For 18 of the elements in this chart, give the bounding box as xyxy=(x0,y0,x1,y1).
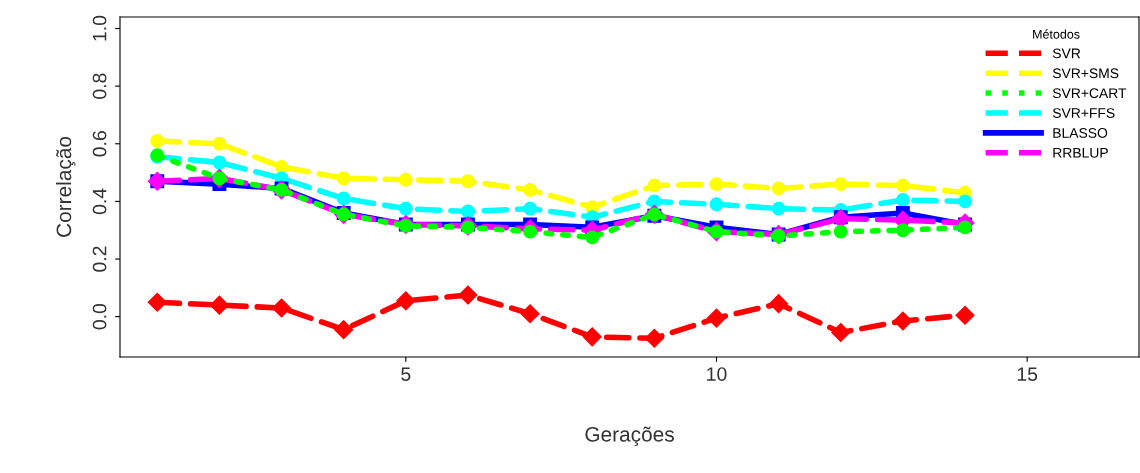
x-tick-label: 5 xyxy=(401,367,411,381)
y-tick-label: 0.6 xyxy=(92,131,107,157)
y-tick-label: 0.8 xyxy=(92,73,107,99)
x-tick-label: 15 xyxy=(1017,367,1038,381)
x-axis-title: Gerações xyxy=(585,426,674,446)
legend-label: SVR+FFS xyxy=(1052,108,1115,118)
y-tick-label: 0.4 xyxy=(92,188,107,215)
y-tick-label: 1.0 xyxy=(92,15,107,41)
legend-label: RRBLUP xyxy=(1053,148,1108,158)
legend-label: SVR+CART xyxy=(1052,88,1127,99)
y-tick-label: 0.2 xyxy=(92,246,107,272)
legend-label: BLASSO xyxy=(1053,128,1108,138)
legend-label: SVR+SMS xyxy=(1052,68,1119,79)
legend-label: SVR xyxy=(1052,48,1081,59)
legend-title: Métodos xyxy=(1033,29,1080,39)
y-axis-title: Correlação xyxy=(55,136,76,237)
y-tick-label: 0.0 xyxy=(92,303,107,330)
x-tick-label: 10 xyxy=(707,367,727,381)
